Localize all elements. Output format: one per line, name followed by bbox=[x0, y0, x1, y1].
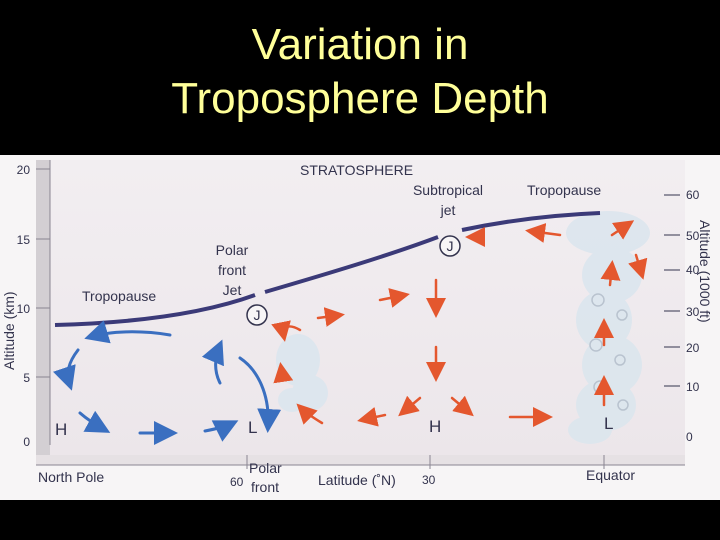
pressure-low-equator: L bbox=[604, 414, 613, 433]
pressure-high-pole: H bbox=[55, 420, 67, 439]
polar-front-jet-label-1: Polar bbox=[216, 242, 249, 258]
equator-side-arrow bbox=[628, 253, 648, 280]
left-tick-20: 20 bbox=[17, 163, 31, 177]
left-tick-10: 10 bbox=[17, 302, 31, 316]
stratosphere-label: STRATOSPHERE bbox=[300, 162, 413, 178]
ferrel-arrow-bottom bbox=[296, 403, 324, 425]
bottom-axis-label: Latitude (˚N) bbox=[318, 472, 396, 488]
hadley-arrow-diverge-right bbox=[450, 395, 474, 417]
polar-cell-arrow-left bbox=[52, 348, 80, 391]
equator-label: Equator bbox=[586, 467, 635, 483]
right-axis: 60 50 40 30 20 10 0 Altitude (1000 ft) bbox=[664, 188, 713, 444]
tropopause-line-polar bbox=[54, 293, 256, 327]
polar-cell-arrow-top bbox=[84, 320, 172, 344]
polar-cell-arrow-right bbox=[201, 339, 224, 385]
equatorial-cloud-column bbox=[566, 211, 650, 444]
left-tick-15: 15 bbox=[17, 233, 31, 247]
ferrel-arrow-loop bbox=[271, 320, 302, 342]
diagram-canvas: J J bbox=[0, 155, 720, 500]
tropopause-line-midlatitude bbox=[264, 235, 439, 294]
bottom-tick-30: 30 bbox=[422, 473, 436, 487]
right-tick-10: 10 bbox=[686, 380, 700, 394]
slide-title-line-1: Variation in bbox=[251, 20, 469, 69]
polar-front-bottom-label-1: Polar bbox=[249, 460, 282, 476]
troposphere-diagram: J J bbox=[0, 155, 720, 500]
polar-jet-symbol: J bbox=[254, 307, 261, 323]
warm-circulation-arrows bbox=[271, 220, 648, 427]
right-tick-20: 20 bbox=[686, 341, 700, 355]
plot-side-panel bbox=[36, 160, 50, 465]
left-axis-label: Altitude (km) bbox=[1, 291, 17, 370]
slide-title-line-2: Troposphere Depth bbox=[171, 74, 549, 123]
slide-title: Variation in Troposphere Depth bbox=[0, 18, 720, 126]
polar-front-jet-label-3: Jet bbox=[223, 282, 242, 298]
ferrel-arrow-up bbox=[273, 362, 294, 384]
subtropical-jet-marker: J bbox=[439, 235, 461, 257]
tropopause-right-label: Tropopause bbox=[527, 182, 601, 198]
north-pole-label: North Pole bbox=[38, 469, 104, 485]
equator-rising-arrow-3 bbox=[600, 260, 621, 287]
polar-cell-arrows bbox=[52, 320, 282, 445]
pressure-high-subtropical: H bbox=[429, 417, 441, 436]
left-tick-5: 5 bbox=[23, 371, 30, 385]
subtropical-jet-label-1: Subtropical bbox=[413, 182, 483, 198]
polar-front-jet-label-2: front bbox=[218, 262, 246, 278]
left-tick-0: 0 bbox=[23, 435, 30, 449]
polar-cell-arrow-bottom-right bbox=[203, 420, 239, 442]
polar-front-bottom-label-2: front bbox=[251, 479, 279, 495]
bottom-axis: North Pole 60 Polar front Latitude (˚N) … bbox=[36, 455, 685, 495]
hadley-arrow-diverge-left bbox=[398, 395, 422, 417]
subtropical-jet-symbol: J bbox=[447, 238, 454, 254]
ferrel-arrow-1 bbox=[316, 307, 345, 327]
right-tick-30: 30 bbox=[686, 305, 700, 319]
polar-cell-arrow-bottom-left bbox=[78, 410, 111, 433]
polar-front-descending-arrow bbox=[238, 356, 282, 433]
right-axis-label: Altitude (1000 ft) bbox=[697, 220, 713, 323]
ferrel-arrow-surface bbox=[357, 407, 387, 427]
ground-strip bbox=[36, 455, 685, 465]
hadley-arrow-aloft bbox=[525, 223, 562, 243]
bottom-tick-60: 60 bbox=[230, 475, 244, 489]
pressure-low-polar-front: L bbox=[248, 418, 257, 437]
right-tick-0: 0 bbox=[686, 430, 693, 444]
equator-top-arrow bbox=[610, 220, 635, 240]
subtropical-jet-label-2: jet bbox=[440, 202, 456, 218]
tropopause-left-label: Tropopause bbox=[82, 288, 156, 304]
polar-front-jet-marker: J bbox=[246, 304, 268, 326]
ferrel-arrow-2 bbox=[378, 288, 410, 308]
left-axis: 20 15 10 5 0 Altitude (km) bbox=[1, 160, 51, 449]
right-tick-40: 40 bbox=[686, 263, 700, 277]
right-tick-60: 60 bbox=[686, 188, 700, 202]
right-tick-50: 50 bbox=[686, 229, 700, 243]
